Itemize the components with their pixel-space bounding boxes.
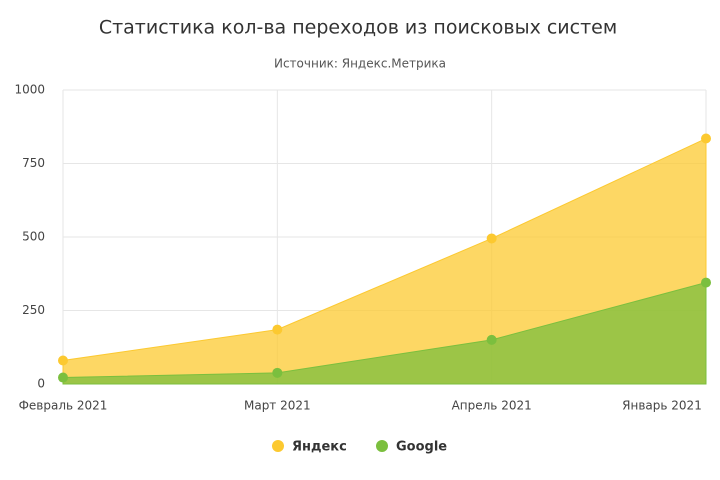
point [272, 367, 283, 378]
y-tick-label: 0 [37, 377, 45, 391]
x-tick-label: Февраль 2021 [19, 399, 108, 413]
point [486, 334, 497, 345]
point [58, 372, 68, 383]
point [701, 133, 711, 144]
legend-label[interactable]: Яндекс [292, 440, 347, 455]
chart-title: Статистика кол-ва переходов из поисковых… [99, 17, 617, 39]
legend-label[interactable]: Google [396, 440, 447, 455]
y-tick-label: 250 [22, 303, 45, 317]
legend-marker[interactable] [272, 440, 284, 452]
y-tick-label: 1000 [14, 83, 45, 97]
point [58, 355, 68, 366]
chart-subtitle: Источник: Яндекс.Метрика [274, 57, 446, 71]
x-tick-label: Март 2021 [244, 399, 311, 413]
point [272, 324, 283, 335]
y-tick-label: 500 [22, 230, 45, 244]
x-tick-label: Январь 2021 [622, 399, 702, 413]
point [701, 277, 711, 288]
legend-marker[interactable] [376, 440, 388, 452]
y-tick-label: 750 [22, 156, 45, 170]
x-tick-label: Апрель 2021 [452, 399, 532, 413]
point [486, 233, 497, 244]
